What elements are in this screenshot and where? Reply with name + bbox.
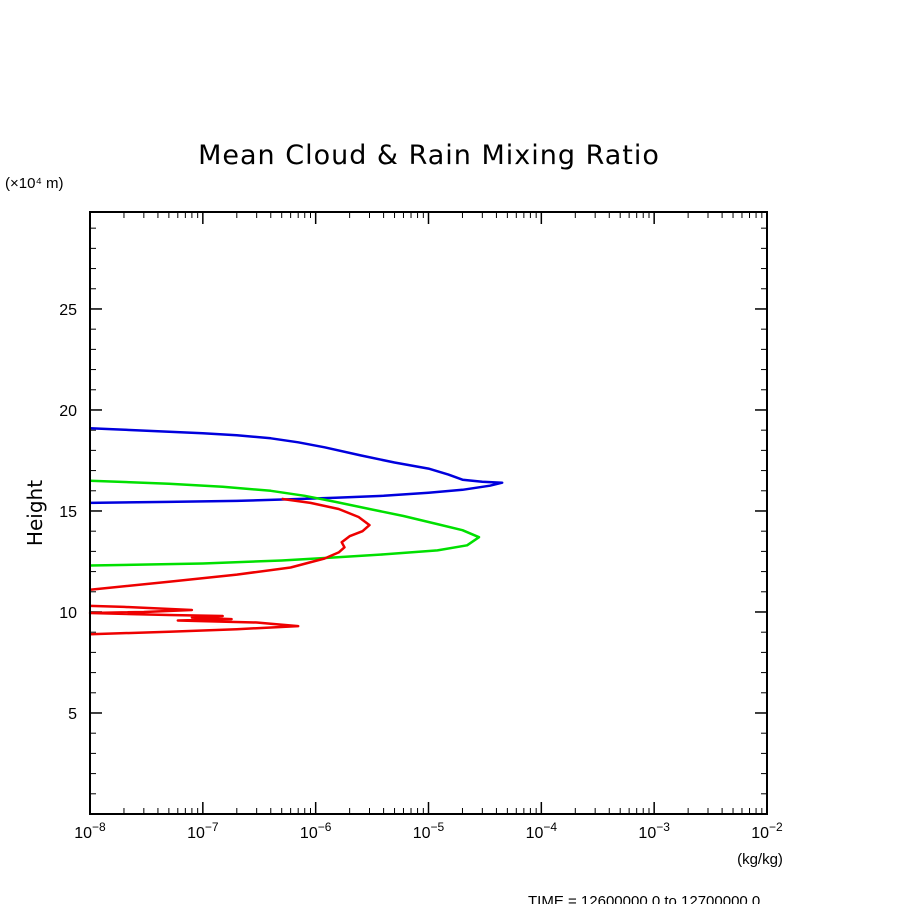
- x-tick-label: 10−2: [751, 820, 783, 842]
- chart-title: Mean Cloud & Rain Mixing Ratio: [198, 140, 660, 171]
- footer-time-range: TIME = 12600000.0 to 12700000.0: [528, 893, 760, 904]
- x-tick-label: 10−7: [187, 820, 219, 842]
- y-tick-label: 15: [59, 504, 77, 521]
- y-axis-label: Height: [23, 480, 47, 546]
- y-tick-label: 25: [59, 302, 77, 319]
- y-tick-label: 5: [68, 706, 77, 723]
- x-axis-unit-label: (kg/kg): [737, 851, 783, 868]
- x-tick-label: 10−8: [74, 820, 106, 842]
- series-line: [89, 426, 504, 505]
- series-line: [89, 497, 371, 592]
- series-line: [88, 604, 300, 636]
- series-layer: [88, 426, 504, 636]
- x-tick-label: 10−6: [300, 820, 332, 842]
- y-unit-label: (×10⁴ m): [5, 175, 64, 192]
- axes: 10−8 10−7 10−6 10−5 10−4 10−3 10−2 5 10 15 20 25: [59, 212, 783, 842]
- x-tick-label: 10−4: [526, 820, 558, 842]
- plot-frame: [89, 211, 768, 815]
- y-tick-label: 10: [59, 605, 77, 622]
- x-tick-label: 10−5: [413, 820, 445, 842]
- y-tick-label: 20: [59, 403, 77, 420]
- x-tick-label: 10−3: [638, 820, 670, 842]
